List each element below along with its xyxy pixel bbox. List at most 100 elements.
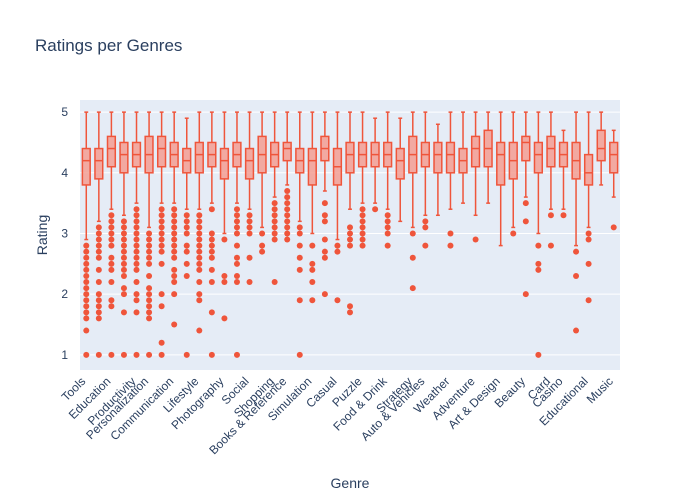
outlier-point: [233, 218, 240, 225]
box: [583, 111, 594, 304]
outlier-point: [95, 236, 102, 243]
outlier-point: [422, 218, 429, 225]
box: [81, 111, 91, 358]
box-iqr: [345, 141, 355, 174]
outlier-point: [284, 212, 291, 219]
outlier-point: [158, 236, 165, 243]
outlier-point: [259, 248, 266, 255]
outlier-point: [133, 254, 140, 261]
outlier-point: [208, 309, 215, 316]
box: [169, 111, 179, 328]
box: [458, 111, 468, 204]
outlier-point: [585, 297, 592, 304]
outlier-point: [384, 224, 391, 231]
outlier-point: [384, 218, 391, 225]
outlier-point: [246, 279, 253, 286]
box: [521, 111, 531, 298]
outlier-point: [171, 242, 178, 249]
outlier-point: [83, 327, 90, 334]
outlier-point: [158, 303, 165, 310]
outlier-point: [359, 212, 366, 219]
outlier-point: [171, 224, 178, 231]
box-iqr: [583, 153, 594, 186]
box-iqr: [496, 141, 506, 186]
outlier-point: [120, 218, 127, 225]
box-iqr: [533, 141, 544, 174]
x-axis-title: Genre: [331, 475, 370, 491]
box-iqr: [81, 147, 91, 186]
y-axis-title: Rating: [34, 215, 50, 255]
box-iqr: [282, 141, 292, 162]
outlier-point: [196, 254, 203, 261]
outlier-point: [321, 218, 328, 225]
outlier-point: [183, 224, 190, 231]
box-iqr: [546, 135, 556, 168]
outlier-point: [196, 224, 203, 231]
outlier-point: [95, 315, 102, 322]
box-iqr: [106, 135, 117, 168]
box-iqr: [156, 135, 167, 168]
box: [307, 111, 317, 304]
outlier-point: [547, 212, 554, 219]
outlier-point: [372, 206, 379, 213]
outlier-point: [108, 230, 115, 237]
outlier-point: [271, 212, 278, 219]
box: [207, 111, 217, 358]
outlier-point: [95, 242, 102, 249]
box: [395, 117, 405, 223]
outlier-point: [171, 230, 178, 237]
outlier-point: [108, 224, 115, 231]
outlier-point: [95, 254, 102, 261]
outlier-point: [196, 266, 203, 273]
outlier-point: [133, 291, 140, 298]
y-tick-label: 5: [61, 105, 68, 119]
outlier-point: [284, 200, 291, 207]
outlier-point: [133, 206, 140, 213]
outlier-point: [321, 248, 328, 255]
outlier-point: [83, 285, 90, 292]
outlier-point: [271, 279, 278, 286]
outlier-point: [321, 291, 328, 298]
box: [546, 111, 556, 249]
outlier-point: [309, 266, 316, 273]
outlier-point: [158, 218, 165, 225]
box: [571, 111, 581, 334]
outlier-point: [171, 254, 178, 261]
outlier-point: [146, 309, 153, 316]
outlier-point: [208, 230, 215, 237]
box-iqr: [470, 135, 481, 168]
outlier-point: [171, 272, 178, 279]
outlier-point: [146, 285, 153, 292]
outlier-point: [271, 218, 278, 225]
outlier-point: [171, 218, 178, 225]
outlier-point: [183, 351, 190, 358]
outlier-point: [83, 291, 90, 298]
outlier-point: [133, 236, 140, 243]
outlier-point: [233, 224, 240, 231]
outlier-point: [95, 303, 102, 310]
outlier-point: [133, 224, 140, 231]
box: [558, 129, 569, 219]
outlier-point: [208, 242, 215, 249]
outlier-point: [196, 242, 203, 249]
box: [156, 111, 167, 358]
box: [332, 111, 343, 304]
outlier-point: [95, 291, 102, 298]
outlier-point: [196, 230, 203, 237]
outlier-point: [83, 248, 90, 255]
outlier-point: [146, 260, 153, 267]
box: [232, 111, 242, 358]
outlier-point: [321, 212, 328, 219]
box-iqr: [244, 147, 255, 180]
x-tick-label: Music: [584, 374, 616, 406]
y-tick-labels: 1 2 3 4 5: [61, 105, 68, 362]
outlier-point: [120, 242, 127, 249]
outlier-point: [120, 224, 127, 231]
outlier-point: [359, 218, 366, 225]
outlier-point: [535, 260, 542, 267]
outlier-point: [146, 236, 153, 243]
y-tick-label: 4: [61, 166, 68, 180]
outlier-point: [108, 218, 115, 225]
outlier-point: [309, 260, 316, 267]
outlier-point: [384, 242, 391, 249]
